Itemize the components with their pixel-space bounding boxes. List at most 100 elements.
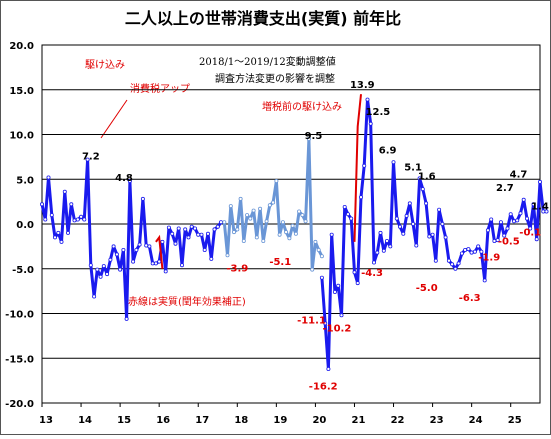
data-label: -3.9 [226,263,248,274]
data-point [420,187,425,192]
data-point [59,239,64,244]
data-label: -0.5 [498,237,520,248]
data-point [49,213,54,218]
data-label: -10.2 [322,323,351,334]
data-point [352,270,357,275]
data-point [453,266,458,271]
data-point [345,212,350,217]
data-point [66,230,71,235]
data-point [238,196,243,201]
x-tick-label: 18 [234,415,248,426]
data-point [443,235,448,240]
data-point [437,207,442,212]
x-axis-ticks: 13 14 15 16 17 18 19 20 21 22 23 24 25 [39,403,522,426]
data-point [407,201,412,206]
annotation-kakekomi: 駆け込み [85,59,125,71]
data-point [202,247,207,252]
data-point [450,262,455,267]
y-axis-ticks: 20.0 15.0 10.0 5.0 0.0 -5.0 -10.0 -15.0 -20.0 [5,41,34,410]
data-point [173,241,178,246]
x-tick-label: 23 [430,415,444,426]
data-point [531,202,536,207]
data-point [231,230,236,235]
y-tick-label: -10.0 [5,310,34,321]
data-point [512,219,517,224]
y-tick-label: -5.0 [12,265,34,276]
data-point [176,226,181,231]
data-point [401,231,406,236]
data-point [336,283,341,288]
data-point [56,230,61,235]
data-point [251,208,256,213]
data-point [378,230,383,235]
data-labels: 7.2 4.8 -3.9 -5.1 9.5 -11.1-10.2 -16.2 13.9 12.5… [82,80,549,393]
annotation-pointer [100,99,128,139]
data-point [293,231,298,236]
data-point [140,196,145,201]
data-label: 12.5 [366,107,391,118]
x-tick-label: 24 [469,415,483,426]
data-point [329,232,334,237]
data-point [82,217,87,222]
data-point [46,175,51,180]
data-point [40,202,45,207]
data-point [274,178,279,183]
data-point [98,274,103,279]
data-point [189,224,194,229]
data-point [459,251,464,256]
data-point [121,247,126,252]
data-point [384,238,389,243]
x-tick-label: 22 [391,415,405,426]
data-point [92,294,97,299]
data-point [101,264,106,269]
data-point [417,176,422,181]
data-point [192,226,197,231]
y-tick-label: 0.0 [16,220,34,231]
x-tick-label: 25 [508,415,522,426]
data-point [433,258,438,263]
y-tick-label: 20.0 [9,41,34,52]
data-point [183,227,188,232]
data-point [258,206,263,211]
data-point [43,217,48,222]
data-label: -5.1 [269,257,291,268]
data-point [342,204,347,209]
data-point [339,313,344,318]
y-tick-label: -15.0 [5,354,34,365]
data-point [209,256,214,261]
data-label: -5.0 [416,283,438,294]
data-label: 9.5 [305,131,323,142]
data-point [313,239,318,244]
data-point [326,366,331,371]
data-point [147,244,152,249]
data-point [53,235,58,240]
note-line-2: 調査方法変更の影響を調整 [215,72,335,85]
data-point [323,321,328,326]
data-point [446,258,451,263]
data-point [427,234,432,239]
data-label: 1.6 [418,171,436,182]
x-tick-label: 17 [195,415,209,426]
data-point [404,213,409,218]
x-tick-label: 19 [273,415,287,426]
data-point [254,235,259,240]
data-point [134,247,139,252]
data-point [528,226,533,231]
data-point [381,248,386,253]
series-line [320,98,547,371]
data-point [124,316,129,321]
data-point [95,267,100,272]
data-point [518,211,523,216]
data-point [492,238,497,243]
data-point [153,261,158,266]
data-point [303,219,308,224]
data-point [316,247,321,252]
data-point [85,157,90,162]
data-point [290,223,295,228]
data-label: -4.3 [361,268,383,279]
data-point [394,216,399,221]
data-point [163,269,168,274]
data-point [525,216,530,221]
data-point [349,216,354,221]
